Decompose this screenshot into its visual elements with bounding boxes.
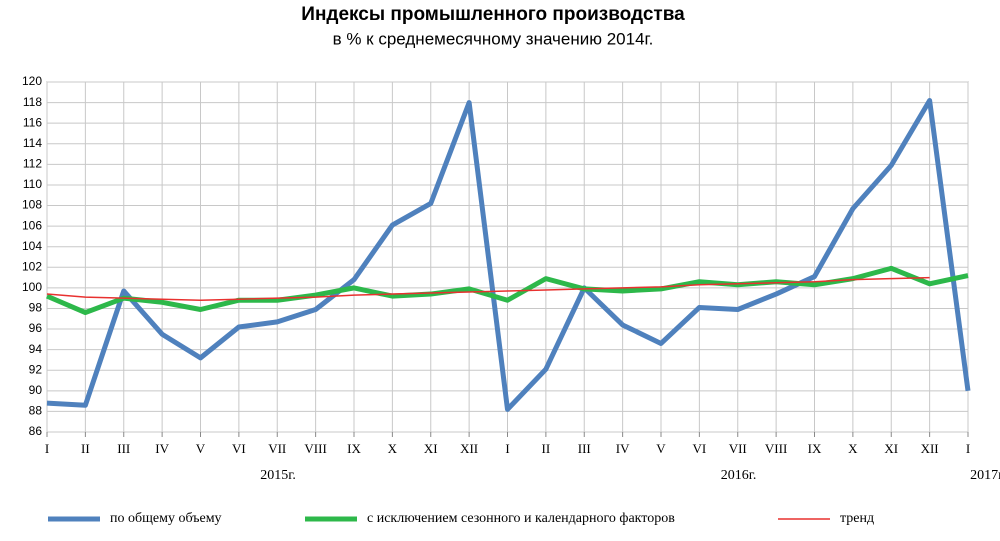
- x-tick-label: III: [578, 441, 591, 456]
- y-tick-label: 112: [23, 157, 42, 171]
- x-tick-label: I: [966, 441, 970, 456]
- y-tick-label: 114: [23, 136, 42, 150]
- x-tick-label: I: [45, 441, 49, 456]
- x-tick-label: II: [81, 441, 90, 456]
- x-group-label: 2016г.: [721, 468, 757, 483]
- y-tick-label: 86: [29, 424, 43, 438]
- y-tick-label: 106: [22, 218, 42, 232]
- x-tick-label: VII: [729, 441, 747, 456]
- x-tick-label: VI: [693, 441, 707, 456]
- legend-label: по общему объему: [110, 511, 222, 526]
- y-tick-label: 92: [29, 362, 43, 376]
- chart-title: Индексы промышленного производства: [301, 4, 685, 25]
- y-tick-label: 88: [29, 404, 43, 418]
- y-tick-label: 90: [29, 383, 43, 397]
- y-tick-label: 108: [22, 198, 42, 212]
- x-tick-label: IV: [155, 441, 169, 456]
- y-tick-label: 94: [29, 342, 43, 356]
- x-tick-label: VI: [232, 441, 246, 456]
- x-group-label: 2017г.: [970, 468, 1000, 483]
- y-tick-label: 110: [23, 177, 42, 191]
- legend-label: с исключением сезонного и календарного ф…: [367, 511, 675, 526]
- legend-label: тренд: [840, 511, 874, 526]
- x-tick-label: X: [388, 441, 398, 456]
- x-tick-label: XI: [884, 441, 898, 456]
- y-tick-label: 96: [29, 321, 43, 335]
- x-group-label: 2015г.: [260, 468, 296, 483]
- y-tick-label: 100: [22, 280, 42, 294]
- x-tick-label: X: [848, 441, 858, 456]
- series-line: [46, 276, 930, 301]
- x-tick-label: V: [196, 441, 206, 456]
- y-tick-label: 98: [29, 301, 43, 315]
- x-tick-label: II: [542, 441, 551, 456]
- x-tick-label: IX: [347, 441, 361, 456]
- chart-subtitle: в % к среднемесячному значению 2014г.: [333, 29, 654, 48]
- x-tick-label: XII: [460, 441, 478, 456]
- x-tick-label: VIII: [765, 441, 787, 456]
- x-tick-label: IX: [808, 441, 822, 456]
- y-tick-label: 116: [23, 115, 42, 129]
- y-tick-label: 104: [22, 239, 42, 253]
- x-tick-label: VII: [268, 441, 286, 456]
- x-tick-label: VIII: [304, 441, 326, 456]
- y-tick-label: 120: [22, 74, 42, 88]
- series-line: [46, 265, 969, 316]
- x-tick-label: IV: [616, 441, 630, 456]
- x-tick-label: V: [656, 441, 666, 456]
- x-tick-label: III: [117, 441, 130, 456]
- y-tick-label: 118: [23, 95, 42, 109]
- x-tick-label: XII: [921, 441, 939, 456]
- series-line: [46, 98, 971, 412]
- x-tick-label: XI: [424, 441, 438, 456]
- x-tick-label: I: [505, 441, 509, 456]
- y-tick-label: 102: [22, 259, 42, 273]
